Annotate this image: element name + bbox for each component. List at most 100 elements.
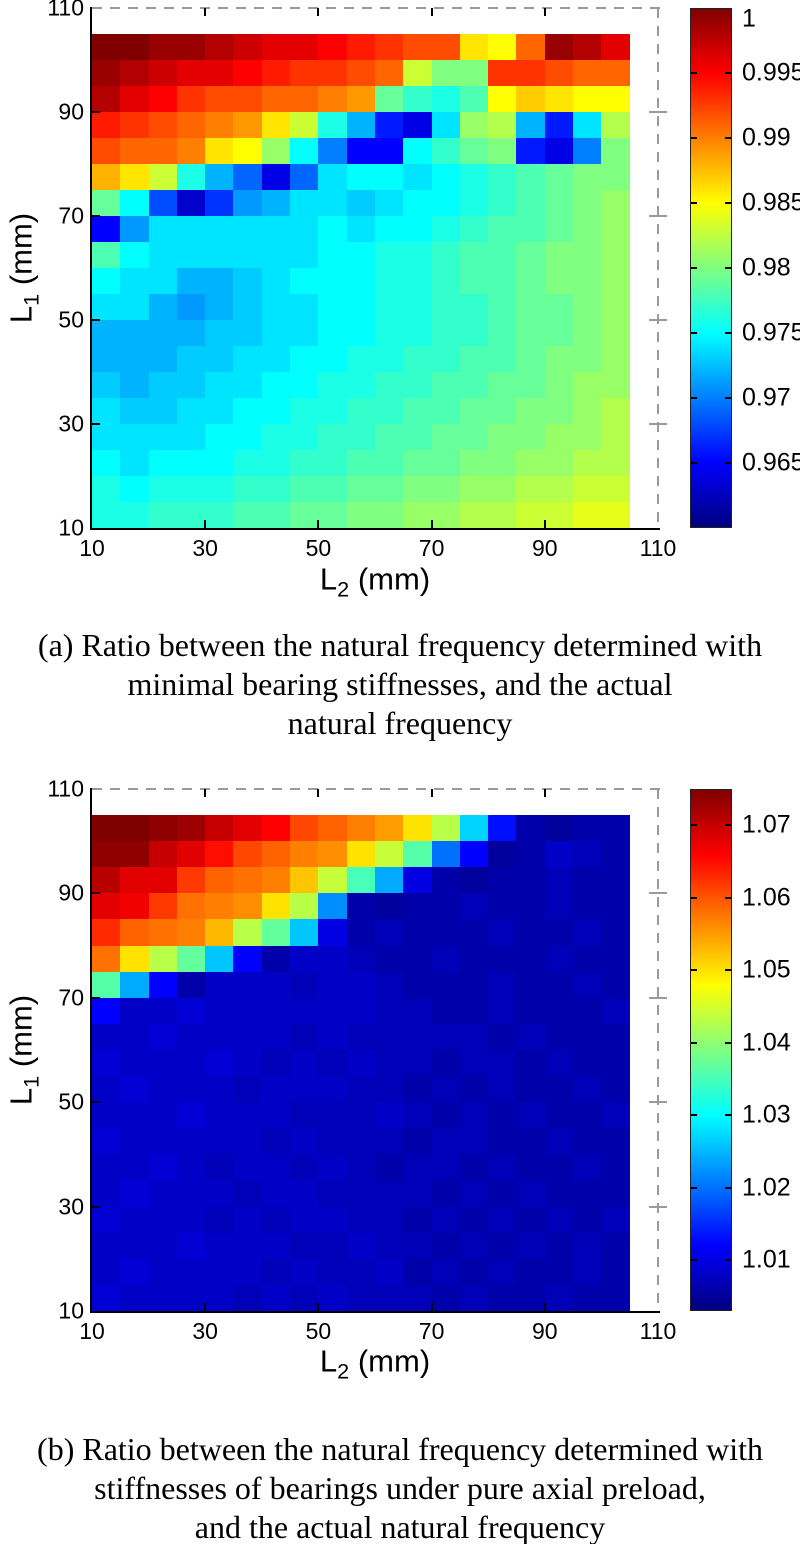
colorbar-tick-left bbox=[691, 72, 697, 74]
heatmap-cell bbox=[205, 294, 234, 320]
heatmap-cell bbox=[544, 372, 574, 398]
heatmap-cell bbox=[261, 34, 291, 60]
heatmap-cell bbox=[459, 346, 489, 372]
heatmap-cell bbox=[205, 216, 234, 242]
heatmap-cell bbox=[148, 1154, 177, 1181]
colorbar-tick-left bbox=[691, 202, 697, 204]
y-tick-label: 110 bbox=[47, 775, 84, 802]
heatmap-cell bbox=[261, 867, 291, 894]
heatmap-cell bbox=[573, 112, 602, 138]
heatmap-cell bbox=[290, 893, 319, 920]
heatmap-cell bbox=[318, 1049, 347, 1077]
colorbar-tick-right bbox=[725, 1114, 731, 1117]
heatmap-cell bbox=[92, 476, 121, 502]
heatmap-cell bbox=[346, 398, 375, 424]
heatmap-cell bbox=[233, 450, 262, 476]
heatmap-cell bbox=[233, 815, 262, 842]
heatmap-cell bbox=[544, 138, 574, 164]
heatmap-cell bbox=[601, 1258, 630, 1285]
heatmap-cell bbox=[233, 945, 262, 972]
heatmap-cell bbox=[176, 216, 206, 242]
heatmap-cell bbox=[205, 1232, 234, 1259]
heatmap-cell bbox=[601, 398, 630, 424]
heatmap-cell bbox=[176, 1076, 206, 1103]
y-tick-label: 90 bbox=[58, 98, 84, 125]
heatmap-cell bbox=[346, 60, 375, 86]
heatmap-cell bbox=[544, 398, 574, 424]
heatmap-cell bbox=[290, 841, 319, 868]
heatmap-cell bbox=[573, 1128, 602, 1155]
heatmap-cell bbox=[573, 1180, 602, 1207]
heatmap-cell bbox=[92, 867, 121, 894]
heatmap-cell bbox=[318, 1232, 347, 1259]
heatmap-cell bbox=[120, 841, 149, 868]
heatmap-cell bbox=[488, 815, 517, 842]
heatmap-cell bbox=[544, 112, 574, 138]
heatmap-cell bbox=[261, 450, 291, 476]
heatmap-cell bbox=[92, 164, 121, 190]
heatmap-cell bbox=[488, 1049, 517, 1077]
heatmap-cell bbox=[120, 242, 149, 268]
heatmap-cell bbox=[601, 1232, 630, 1259]
heatmap-cell bbox=[403, 190, 432, 216]
colorbar-tick-left bbox=[691, 332, 697, 334]
heatmap-cell bbox=[374, 919, 404, 946]
heatmap-cell bbox=[318, 1180, 347, 1207]
colorbar-tick-right bbox=[725, 1259, 731, 1262]
heatmap-cell bbox=[573, 164, 602, 190]
heatmap-cell bbox=[403, 60, 432, 86]
heatmap-cell bbox=[120, 424, 149, 450]
heatmap-cell bbox=[573, 398, 602, 424]
y-tick-label: 10 bbox=[58, 514, 84, 541]
heatmap-cell bbox=[92, 112, 121, 138]
heatmap-cell bbox=[431, 138, 460, 164]
heatmap-cell bbox=[92, 86, 121, 112]
heatmap-cell bbox=[544, 242, 574, 268]
heatmap-cell bbox=[261, 1232, 291, 1259]
heatmap-cell bbox=[233, 971, 262, 998]
heatmap-cell bbox=[544, 1076, 574, 1103]
colorbar-tick-right bbox=[725, 824, 731, 827]
heatmap-cell bbox=[488, 268, 517, 294]
heatmap-cell bbox=[601, 424, 630, 450]
heatmap-cell bbox=[92, 1102, 121, 1129]
heatmap-cell bbox=[459, 841, 489, 868]
heatmap-cell bbox=[544, 1206, 574, 1233]
heatmap-cell bbox=[374, 1206, 404, 1233]
heatmap-cell bbox=[346, 138, 375, 164]
heatmap-cell bbox=[516, 372, 545, 398]
colorbar-tick-right bbox=[725, 332, 731, 334]
heatmap-cell bbox=[403, 320, 432, 346]
heatmap-cell bbox=[176, 919, 206, 946]
heatmap-cell bbox=[233, 34, 262, 60]
heatmap-cell bbox=[573, 1206, 602, 1233]
heatmap-cell bbox=[148, 112, 177, 138]
heatmap-cell bbox=[176, 372, 206, 398]
heatmap-cell bbox=[403, 1128, 432, 1155]
colorbar-tick-left bbox=[691, 969, 697, 972]
colorbar-tick-label: 0.965 bbox=[742, 448, 800, 477]
heatmap-cell bbox=[488, 242, 517, 268]
heatmap-cell bbox=[459, 60, 489, 86]
heatmap-cell bbox=[346, 867, 375, 894]
heatmap-cell bbox=[346, 1180, 375, 1207]
heatmap-cell bbox=[120, 919, 149, 946]
x-tick-label: 10 bbox=[79, 535, 105, 561]
heatmap-cell bbox=[431, 268, 460, 294]
heatmap-cell bbox=[431, 997, 460, 1024]
heatmap-cell bbox=[318, 320, 347, 346]
heatmap-cell bbox=[233, 1128, 262, 1155]
heatmap-cell bbox=[92, 1023, 121, 1050]
heatmap-cell bbox=[92, 1180, 121, 1207]
heatmap-cell bbox=[488, 1154, 517, 1181]
heatmap-cell bbox=[516, 1206, 545, 1233]
colorbar-b bbox=[690, 789, 732, 1311]
y-tick-right-stub bbox=[649, 996, 667, 999]
heatmap-cell bbox=[261, 1154, 291, 1181]
heatmap-cell bbox=[290, 190, 319, 216]
heatmap-cell bbox=[601, 945, 630, 972]
y-tick-left bbox=[92, 215, 100, 217]
heatmap-cell bbox=[290, 450, 319, 476]
y-tick-label: 70 bbox=[58, 984, 84, 1011]
heatmap-cell bbox=[601, 1284, 630, 1311]
